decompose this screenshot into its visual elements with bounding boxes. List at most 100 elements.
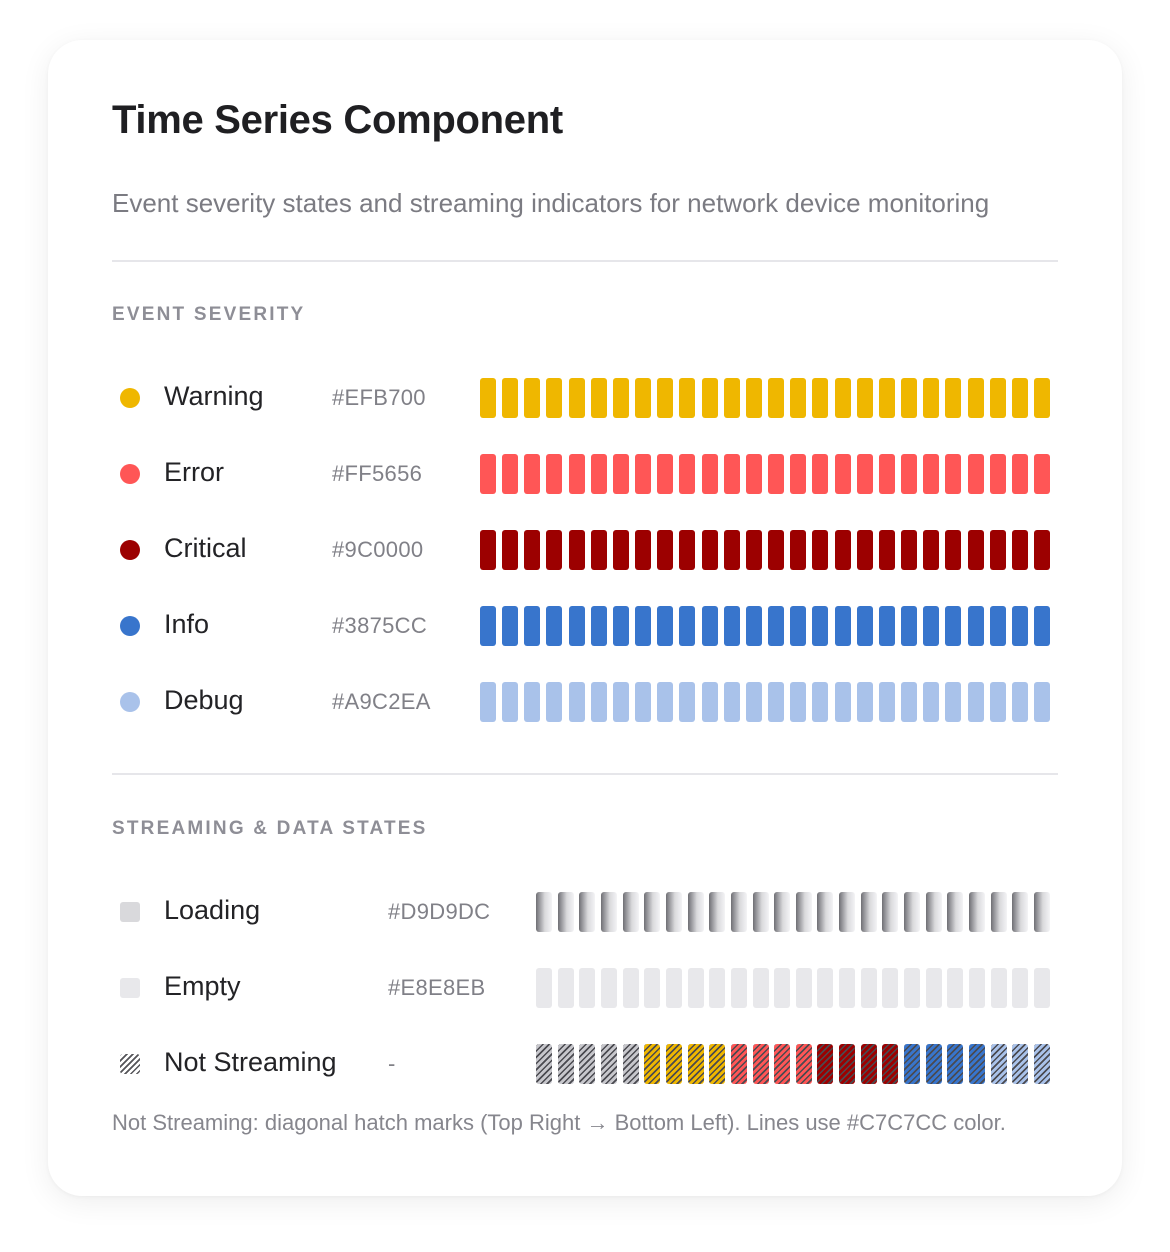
segment-debug [635,682,652,722]
segment-error [745,454,762,494]
swatch-icon [120,902,140,922]
segment-critical [480,530,496,570]
segment-debug [812,682,829,722]
row-label: Warning [164,381,264,411]
segment-loading [947,892,964,932]
segment-empty [665,968,682,1008]
segment-empty [882,968,899,1008]
segment-error [701,454,718,494]
segment-debug [901,682,918,722]
segment-debug [657,682,674,722]
segment-critical [878,530,895,570]
segment-warning [834,378,851,418]
swatch-icon [120,978,140,998]
segment-warning [768,378,785,418]
segment-debug [989,682,1006,722]
segment-warning [945,378,962,418]
segment-error [590,454,607,494]
segment-loading [644,892,661,932]
segment-warning [1034,378,1050,418]
segment-debug [1011,682,1028,722]
segment-warning [590,378,607,418]
severity-dot-icon [120,388,140,408]
segment-loading [860,892,877,932]
segment-debug [546,682,563,722]
segment-debug [790,682,807,722]
segment-debug [524,682,541,722]
segment-info [945,606,962,646]
segment-empty [536,968,552,1008]
segment-not-streaming [665,1044,682,1084]
segment-error [878,454,895,494]
segment-empty [557,968,574,1008]
segment-error [923,454,940,494]
segment-not-streaming [817,1044,834,1084]
segment-critical [590,530,607,570]
segment-not-streaming [622,1044,639,1084]
segment-not-streaming [1012,1044,1029,1084]
segment-info [878,606,895,646]
segment-info [745,606,762,646]
segment-info [590,606,607,646]
segment-empty [644,968,661,1008]
segment-debug [878,682,895,722]
footnote: Not Streaming: diagonal hatch marks (Top… [112,1110,1006,1135]
segment-loading [817,892,834,932]
hatch-swatch-icon [120,1054,140,1074]
segment-info [812,606,829,646]
segment-warning [745,378,762,418]
segment-debug [701,682,718,722]
segment-empty [990,968,1007,1008]
segment-debug [745,682,762,722]
segment-critical [923,530,940,570]
segment-critical [524,530,541,570]
segment-empty [600,968,617,1008]
segment-empty [795,968,812,1008]
row-hex-value: #D9D9DC [388,899,491,924]
segment-debug [502,682,519,722]
row-not-streaming: Not Streaming - [112,1044,1058,1084]
divider [112,773,1058,775]
segment-info [612,606,629,646]
segment-empty [925,968,942,1008]
segment-loading [730,892,747,932]
segment-loading [795,892,812,932]
segment-error [546,454,563,494]
segment-critical [635,530,652,570]
segment-not-streaming [925,1044,942,1084]
segment-loading [1012,892,1029,932]
segment-loading [557,892,574,932]
row-info: Info #3875CC [112,606,1058,646]
segment-critical [1034,530,1050,570]
row-hex-value: #FF5656 [332,461,423,486]
segment-critical [1011,530,1028,570]
segment-track [536,968,1050,1008]
segment-not-streaming [557,1044,574,1084]
segment-error [834,454,851,494]
segment-info [1034,606,1050,646]
segment-loading [579,892,596,932]
segment-empty [860,968,877,1008]
segment-info [546,606,563,646]
segment-info [635,606,652,646]
divider [112,260,1058,262]
segment-info [679,606,696,646]
segment-warning [790,378,807,418]
segment-loading [774,892,791,932]
segment-track [480,454,1050,494]
segment-not-streaming [709,1044,726,1084]
segment-error [524,454,541,494]
segment-empty [687,968,704,1008]
segment-info [524,606,541,646]
segment-warning [480,378,496,418]
segment-loading [600,892,617,932]
segment-not-streaming [579,1044,596,1084]
segment-loading [687,892,704,932]
segment-loading [904,892,921,932]
segment-critical [945,530,962,570]
segment-debug [590,682,607,722]
segment-empty [1012,968,1029,1008]
segment-critical [502,530,519,570]
segment-info [1011,606,1028,646]
segment-not-streaming [600,1044,617,1084]
